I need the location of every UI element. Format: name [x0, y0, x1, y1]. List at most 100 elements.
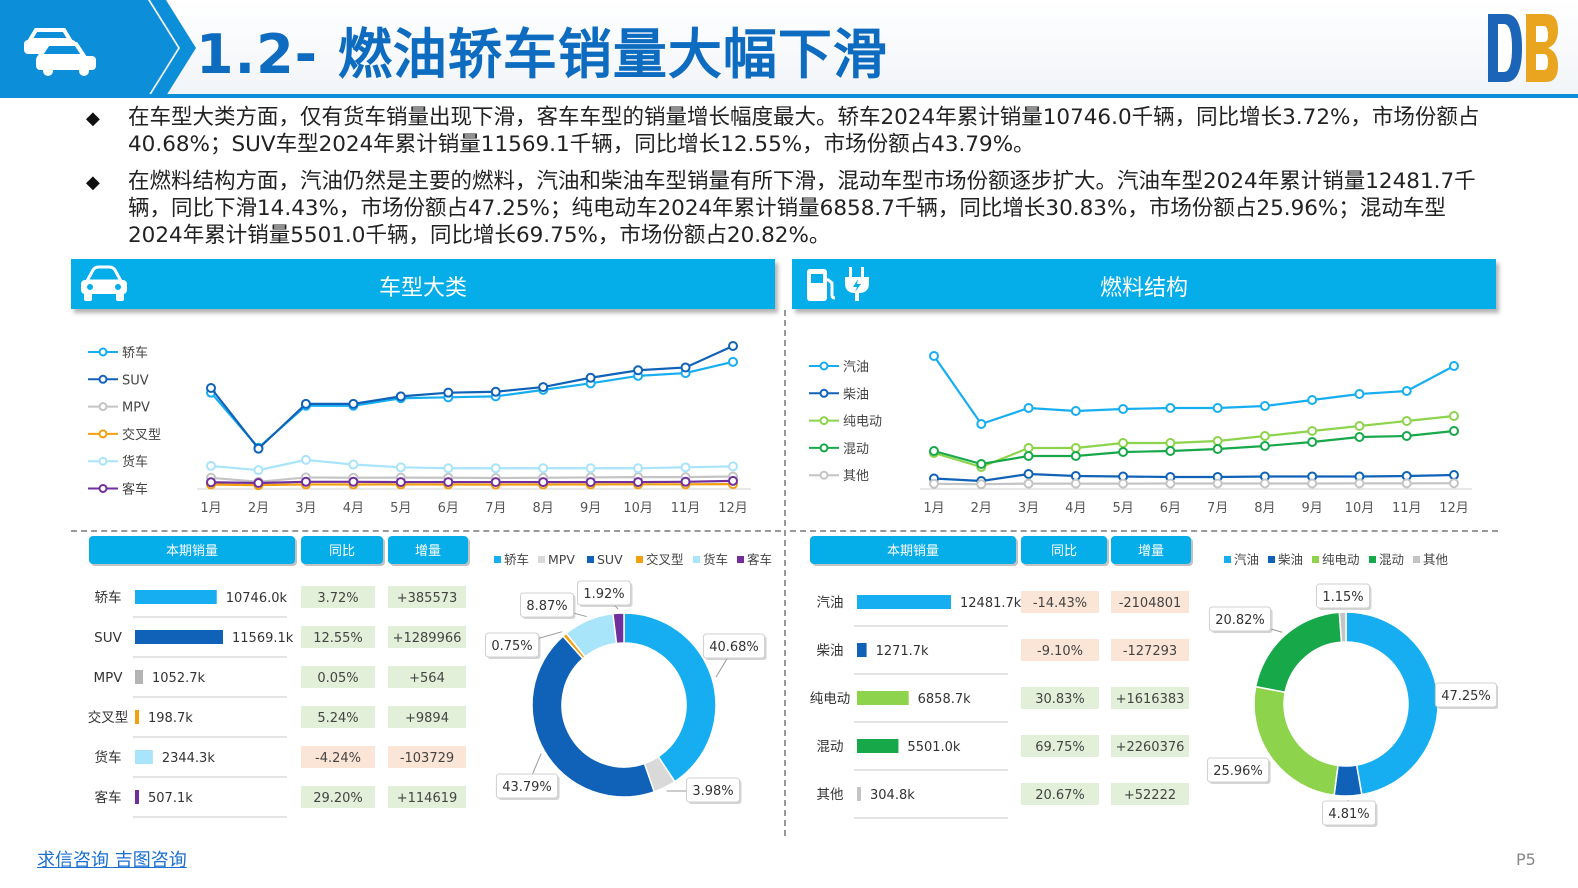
- donut-slice: [1345, 611, 1439, 796]
- x-tick-label: 1月: [923, 501, 944, 516]
- data-point: [585, 463, 596, 474]
- panel-title: 燃料结构: [1099, 276, 1188, 301]
- legend-swatch: [737, 556, 744, 563]
- legend-label: 纯电动: [1322, 552, 1360, 567]
- value-label: 6858.7k: [918, 692, 971, 707]
- data-point: [206, 477, 216, 488]
- data-point: [1449, 426, 1459, 436]
- donut-chart-vehicle-type: 轿车 MPV SUV 交叉型 货车 客车 40.68% 3.98% 43.79% 0.75% 8.8…: [485, 552, 772, 804]
- value-label: 10746.0k: [226, 591, 288, 606]
- row-name: 纯电动: [810, 691, 851, 707]
- increment-value: -103729: [400, 751, 454, 766]
- source-link[interactable]: 求信咨询 吉图咨询: [37, 850, 187, 871]
- data-point: [1070, 478, 1081, 489]
- data-point: [1307, 478, 1318, 489]
- header-yoy-label: 同比: [1051, 544, 1077, 559]
- legend-label: 交叉型: [122, 427, 161, 443]
- data-point: [680, 362, 691, 373]
- legend-swatch: [494, 556, 501, 563]
- yoy-cell: [1021, 639, 1099, 661]
- data-point: [1118, 438, 1129, 448]
- line-chart-vehicle-type: 1月 2月 3月 4月 5月 6月 7月 8月 9月 10月 11月 12月 轿车 SUV MPV 交叉型货车…: [88, 341, 751, 516]
- data-point: [929, 446, 939, 456]
- header-increment-label: 增量: [1138, 544, 1164, 559]
- x-tick-label: 10月: [1345, 501, 1375, 516]
- series-line-3: [933, 429, 1455, 466]
- data-label: 3.98%: [692, 784, 733, 799]
- legend-label: 货车: [122, 454, 148, 470]
- data-point: [633, 463, 644, 474]
- panel-header-vehicle-type: 车型大类: [71, 259, 775, 309]
- increment-value: +114619: [397, 791, 458, 806]
- x-tick-label: 5月: [390, 501, 411, 516]
- panel-title: 车型大类: [378, 276, 467, 301]
- increment-value: +564: [409, 671, 445, 686]
- legend-marker: [819, 388, 829, 398]
- data-point: [443, 477, 454, 488]
- data-label-box: [1322, 800, 1376, 826]
- data-point: [206, 383, 216, 393]
- yoy-cell: [301, 706, 375, 728]
- bullet-text: 在车型大类方面，仅有货车销量出现下滑，客车车型的销量增长幅度最大。轿车2024年…: [128, 105, 1480, 157]
- x-tick-label: 12月: [1439, 501, 1469, 516]
- section-divider-right: [790, 530, 1498, 532]
- data-point: [1212, 478, 1223, 489]
- legend-marker: [98, 484, 108, 493]
- data-point: [728, 356, 738, 367]
- legend-swatch: [1268, 556, 1275, 563]
- yoy-value: 69.75%: [1035, 740, 1085, 755]
- legend-label: 货车: [703, 552, 728, 567]
- value-bar: [135, 630, 223, 644]
- data-point: [728, 461, 738, 472]
- row-name: 客车: [95, 789, 122, 806]
- donut-slice: [1333, 764, 1363, 797]
- legend-swatch: [1369, 556, 1376, 563]
- legend-marker: [819, 361, 829, 371]
- x-tick-label: 2月: [971, 501, 992, 516]
- legend-swatch: [1224, 556, 1231, 563]
- value-bar: [857, 595, 951, 609]
- value-label: 507.1k: [148, 791, 193, 806]
- data-point: [1212, 444, 1223, 454]
- value-label: 12481.7k: [960, 596, 1022, 611]
- data-label: 20.82%: [1215, 613, 1265, 628]
- data-point: [1401, 431, 1412, 441]
- x-tick-label: 7月: [1207, 501, 1228, 516]
- header-increment-label: 增量: [415, 544, 441, 559]
- data-point: [1070, 443, 1081, 453]
- yoy-value: 20.67%: [1035, 788, 1085, 803]
- data-point: [1401, 416, 1412, 426]
- yoy-value: -4.24%: [315, 751, 361, 766]
- yoy-cell: [301, 786, 375, 808]
- yoy-cell: [1021, 783, 1099, 805]
- value-bar: [135, 710, 139, 724]
- x-tick-label: 6月: [1160, 501, 1181, 516]
- panel-divider: [784, 310, 786, 836]
- legend-label: 柴油: [843, 387, 869, 402]
- data-point: [1118, 478, 1129, 489]
- data-point: [1023, 469, 1034, 479]
- data-point: [395, 477, 406, 488]
- x-tick-label: 4月: [343, 501, 364, 516]
- increment-value: -127293: [1123, 644, 1177, 659]
- x-tick-label: 11月: [1392, 501, 1422, 516]
- series-line-3: [210, 483, 734, 487]
- donut-slice: [623, 612, 717, 783]
- legend-label: 其他: [1423, 552, 1449, 567]
- data-label-box: [686, 777, 740, 803]
- x-tick-label: 9月: [580, 501, 601, 516]
- value-bar: [857, 739, 899, 753]
- value-bar: [857, 643, 867, 657]
- header-yoy-label: 同比: [329, 544, 355, 559]
- data-point: [253, 478, 264, 489]
- data-point: [1259, 401, 1270, 411]
- data-point: [728, 341, 738, 351]
- data-point: [1449, 478, 1459, 489]
- row-name: 轿车: [95, 589, 122, 606]
- legend-swatch: [636, 556, 643, 563]
- legend-marker: [819, 470, 829, 480]
- data-point: [1401, 478, 1412, 489]
- value-label: 198.7k: [148, 711, 193, 726]
- row-name: 货车: [95, 749, 122, 766]
